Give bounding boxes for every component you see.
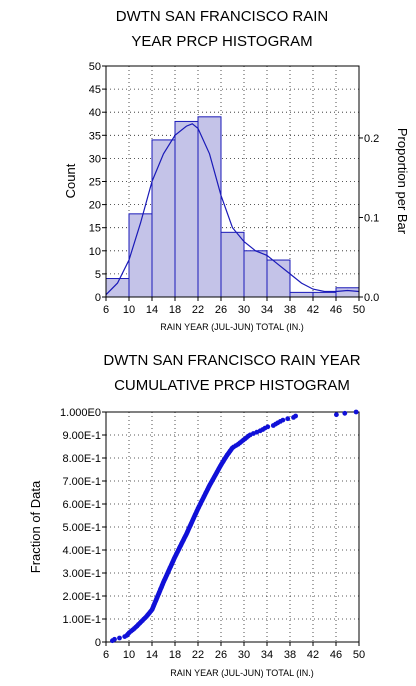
- x-tick-label: 34: [261, 649, 273, 661]
- y-tick-label: 7.00E-1: [62, 476, 101, 488]
- histogram-chart: DWTN SAN FRANCISCO RAIN YEAR PRCP HISTOGR…: [63, 8, 410, 332]
- y-tick-label: 8.00E-1: [62, 453, 101, 465]
- histogram-bar: [220, 231, 245, 298]
- y-tick-label: 40: [89, 107, 101, 119]
- y-tick-label: 20: [89, 200, 101, 212]
- x-tick-label: 30: [238, 649, 250, 661]
- y-tick-label: 6.00E-1: [62, 499, 101, 511]
- data-point: [285, 416, 291, 422]
- histogram-bar: [266, 259, 291, 298]
- data-point: [112, 636, 117, 642]
- x-tick-label: 6: [103, 304, 109, 316]
- x-tick-label: 14: [146, 649, 158, 661]
- x-tick-label: 50: [353, 649, 365, 661]
- x-axis-label: RAIN YEAR (JUL-JUN) TOTAL (IN.): [170, 668, 314, 678]
- y-tick-label: 30: [89, 153, 101, 165]
- histogram-bar: [174, 120, 199, 298]
- y-axis-label: Fraction of Data: [28, 480, 43, 573]
- x-tick-label: 10: [123, 649, 135, 661]
- x-tick-label: 22: [192, 304, 204, 316]
- y-tick-label: 50: [89, 61, 101, 73]
- y-axis-label: Count: [63, 163, 78, 198]
- x-tick-label: 30: [238, 304, 250, 316]
- x-tick-label: 14: [146, 304, 158, 316]
- x-tick-label: 26: [215, 304, 227, 316]
- histogram-bar: [151, 139, 176, 298]
- data-point: [280, 417, 286, 423]
- y-tick-label: 35: [89, 130, 101, 142]
- data-point: [117, 635, 122, 641]
- y-tick-label: 5: [95, 269, 101, 281]
- x-axis-label: RAIN YEAR (JUL-JUN) TOTAL (IN.): [160, 322, 304, 332]
- y-tick-label: 0: [95, 292, 101, 304]
- data-point: [342, 410, 348, 416]
- y-tick-label: 5.00E-1: [62, 522, 101, 534]
- histogram-bar: [335, 287, 360, 298]
- x-tick-label: 34: [261, 304, 273, 316]
- y-tick-label: 45: [89, 84, 101, 96]
- histogram-bar: [197, 116, 222, 298]
- x-tick-label: 18: [169, 649, 181, 661]
- y-tick-label: 1.00E-1: [62, 614, 101, 626]
- x-tick-label: 22: [192, 649, 204, 661]
- histogram-bar: [243, 250, 268, 298]
- density-curve: [105, 123, 360, 296]
- x-tick-label: 42: [307, 649, 319, 661]
- histogram-bar: [128, 213, 153, 298]
- histogram-bar: [105, 278, 130, 298]
- y-tick-label: 0: [95, 637, 101, 649]
- x-tick-label: 38: [284, 649, 296, 661]
- data-point: [265, 424, 271, 430]
- y2-tick-label: 0.2: [364, 133, 379, 145]
- x-tick-label: 10: [123, 304, 135, 316]
- x-tick-label: 38: [284, 304, 296, 316]
- x-tick-label: 26: [215, 649, 227, 661]
- y-tick-label: 3.00E-1: [62, 568, 101, 580]
- chart-title-line: CUMULATIVE PRCP HISTOGRAM: [114, 377, 350, 394]
- histogram-bar: [289, 291, 314, 298]
- chart-title-line: YEAR PRCP HISTOGRAM: [131, 33, 312, 50]
- x-tick-label: 18: [169, 304, 181, 316]
- data-point: [293, 413, 298, 419]
- x-tick-label: 42: [307, 304, 319, 316]
- x-tick-label: 6: [103, 649, 109, 661]
- y-tick-label: 9.00E-1: [62, 430, 101, 442]
- x-tick-label: 46: [330, 649, 342, 661]
- y2-axis-label: Proportion per Bar: [395, 128, 410, 235]
- y-tick-label: 25: [89, 177, 101, 189]
- chart-title-line: DWTN SAN FRANCISCO RAIN YEAR: [103, 352, 360, 369]
- y2-tick-label: 0.0: [364, 292, 379, 304]
- histogram-bar: [312, 291, 337, 298]
- y-tick-label: 15: [89, 223, 101, 235]
- cumulative-chart: DWTN SAN FRANCISCO RAIN YEAR CUMULATIVE P…: [28, 352, 365, 678]
- data-point: [353, 409, 359, 415]
- y2-tick-label: 0.1: [364, 212, 379, 224]
- y-tick-label: 1.000E0: [60, 407, 101, 419]
- chart-title-line: DWTN SAN FRANCISCO RAIN: [116, 8, 329, 25]
- data-point: [334, 412, 339, 418]
- y-tick-label: 2.00E-1: [62, 591, 101, 603]
- x-tick-label: 50: [353, 304, 365, 316]
- x-tick-label: 46: [330, 304, 342, 316]
- y-tick-label: 10: [89, 246, 101, 258]
- y-tick-label: 4.00E-1: [62, 545, 101, 557]
